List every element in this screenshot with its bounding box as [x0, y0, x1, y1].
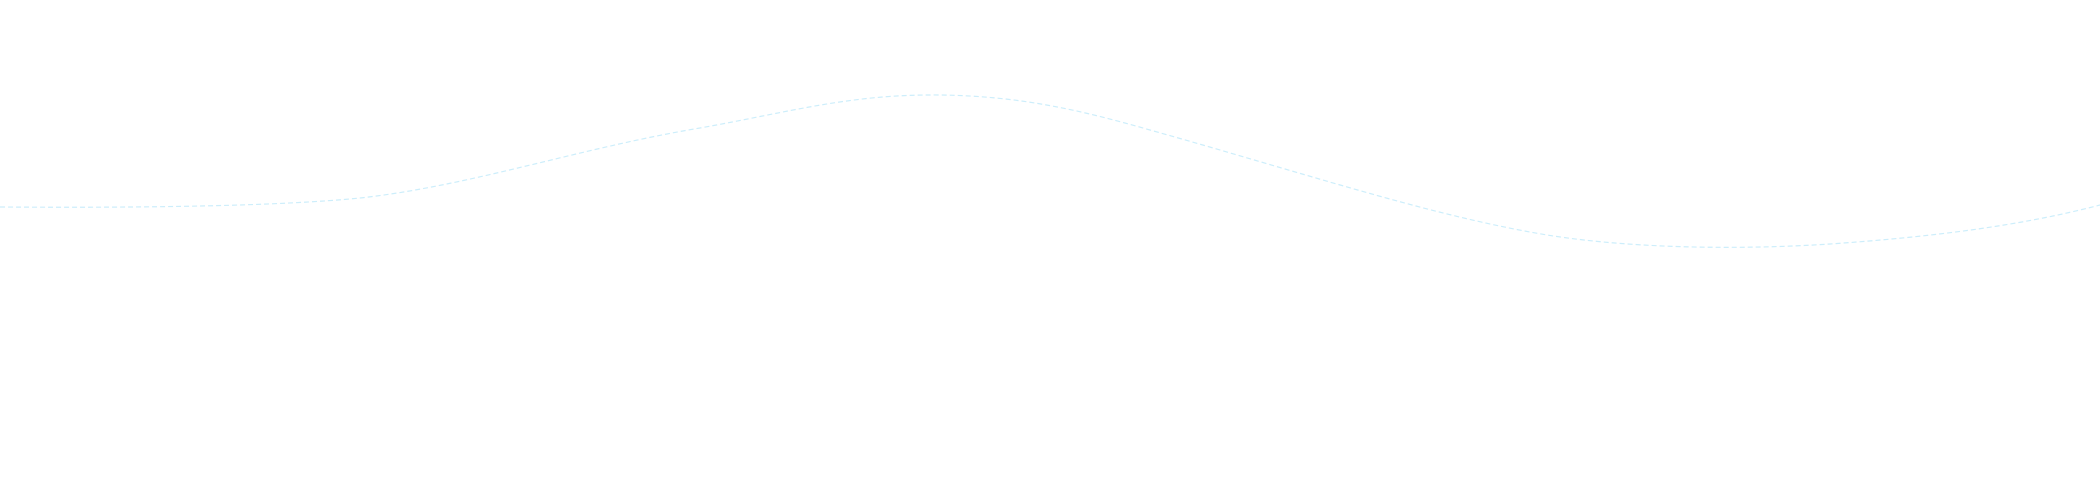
decorative-dashed-wave-line [0, 94, 2100, 248]
